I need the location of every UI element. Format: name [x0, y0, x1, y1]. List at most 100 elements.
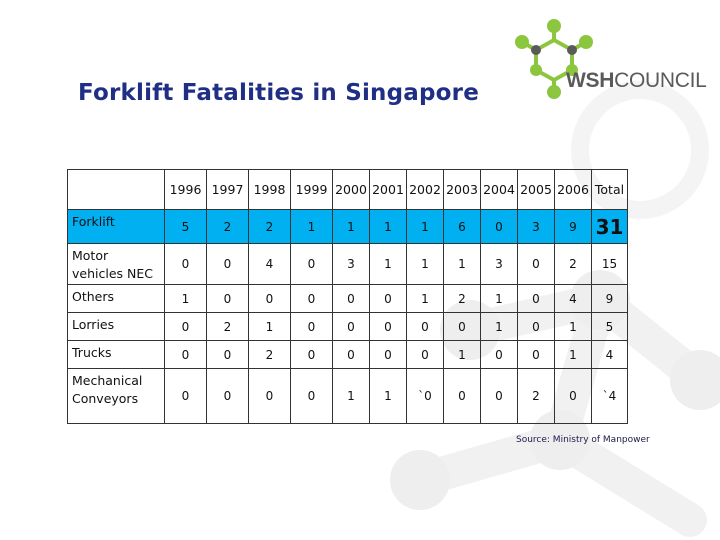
table-cell: 0	[406, 312, 444, 341]
table-cell: 0	[554, 368, 592, 424]
header-cell: 2002	[406, 169, 444, 210]
header-cell: 1998	[248, 169, 291, 210]
source-note: Source: Ministry of Manpower	[516, 435, 650, 445]
header-cell: 2006	[554, 169, 592, 210]
table-cell: 0	[206, 368, 249, 424]
table-cell: 0	[369, 284, 407, 313]
table-cell: 1	[443, 340, 481, 369]
table-cell: 4	[554, 284, 592, 313]
table-cell: 0	[480, 368, 518, 424]
total-cell: 5	[591, 312, 628, 341]
table-cell: `0	[406, 368, 444, 424]
table-cell: 0	[290, 284, 333, 313]
table-cell: 3	[332, 243, 370, 285]
table-cell: 1	[332, 209, 370, 244]
table-cell: 0	[517, 312, 555, 341]
table-cell: 0	[332, 284, 370, 313]
table-cell: 2	[206, 209, 249, 244]
molecule-icon	[515, 19, 593, 99]
table-cell: 0	[206, 243, 249, 285]
table-cell: 0	[332, 312, 370, 341]
table-cell: 0	[517, 340, 555, 369]
table-cell: 1	[332, 368, 370, 424]
header-cell: 2004	[480, 169, 518, 210]
table-cell: 0	[248, 368, 291, 424]
table-cell: 0	[406, 340, 444, 369]
header-cell: 2003	[443, 169, 481, 210]
table-cell: 6	[443, 209, 481, 244]
table-cell: 0	[517, 284, 555, 313]
total-cell: 15	[591, 243, 628, 285]
header-cell: 2005	[517, 169, 555, 210]
table-cell: 0	[480, 340, 518, 369]
table-cell: 1	[290, 209, 333, 244]
table-cell: 0	[206, 340, 249, 369]
table-cell: 2	[248, 340, 291, 369]
table-cell: 1	[406, 243, 444, 285]
header-cell-total: Total	[591, 169, 628, 210]
logo-wordmark: WSHCOUNCIL	[566, 69, 707, 92]
table-cell: 1	[406, 209, 444, 244]
table-cell: 0	[369, 340, 407, 369]
table-cell: 0	[443, 368, 481, 424]
table-cell: 0	[290, 368, 333, 424]
row-label: Mechanical Conveyors	[67, 368, 165, 424]
total-cell: 9	[591, 284, 628, 313]
row-label: Motor vehicles NEC	[67, 243, 165, 285]
table-cell: 1	[369, 209, 407, 244]
table-cell: 1	[480, 312, 518, 341]
table-cell: 0	[290, 243, 333, 285]
header-cell: 2001	[369, 169, 407, 210]
table-cell: 0	[164, 340, 207, 369]
table-cell: 0	[164, 312, 207, 341]
table-cell: 3	[480, 243, 518, 285]
table-cell: 9	[554, 209, 592, 244]
header-cell: 1996	[164, 169, 207, 210]
table-cell: 0	[164, 368, 207, 424]
table-cell: 0	[443, 312, 481, 341]
table-cell: 0	[164, 243, 207, 285]
wsh-council-logo	[515, 19, 593, 99]
table-cell: 2	[206, 312, 249, 341]
header-cell: 1999	[290, 169, 333, 210]
header-cell: 1997	[206, 169, 249, 210]
table-cell: 1	[369, 368, 407, 424]
table-row: Motor vehicles NEC 0 0 4 0 3 1 1 1 3 0 2…	[67, 243, 628, 285]
total-cell: `4	[591, 368, 628, 424]
row-label: Lorries	[67, 312, 165, 341]
row-label: Others	[67, 284, 165, 313]
table-cell: 4	[248, 243, 291, 285]
row-label: Forklift	[67, 209, 165, 244]
table-cell: 0	[290, 312, 333, 341]
table-cell: 2	[517, 368, 555, 424]
table-cell: 3	[517, 209, 555, 244]
row-label: Trucks	[67, 340, 165, 369]
table-row: Mechanical Conveyors 0 0 0 0 1 1 `0 0 0 …	[67, 368, 628, 424]
table-cell: 0	[480, 209, 518, 244]
slide-title: Forklift Fatalities in Singapore	[78, 80, 480, 106]
table-cell: 1	[443, 243, 481, 285]
table-cell: 2	[554, 243, 592, 285]
table-row: Others 1 0 0 0 0 0 1 2 1 0 4 9	[67, 284, 628, 313]
total-cell: 4	[591, 340, 628, 369]
table-cell: 1	[554, 312, 592, 341]
table-cell: 0	[517, 243, 555, 285]
table-cell: 1	[164, 284, 207, 313]
table-cell: 2	[443, 284, 481, 313]
table-row: Forklift 5 2 2 1 1 1 1 6 0 3 9 31	[67, 209, 628, 244]
header-row: 1996 1997 1998 1999 2000 2001 2002 2003 …	[67, 169, 628, 210]
table-cell: 0	[369, 312, 407, 341]
total-cell: 31	[591, 209, 628, 244]
fatalities-table: 1996 1997 1998 1999 2000 2001 2002 2003 …	[67, 169, 628, 424]
table-cell: 0	[290, 340, 333, 369]
table-cell: 0	[332, 340, 370, 369]
table-cell: 0	[206, 284, 249, 313]
table-cell: 1	[248, 312, 291, 341]
table-cell: 2	[248, 209, 291, 244]
table-cell: 1	[554, 340, 592, 369]
header-cell: 2000	[332, 169, 370, 210]
table-cell: 1	[369, 243, 407, 285]
header-cell	[67, 169, 165, 210]
table-cell: 0	[248, 284, 291, 313]
table-row: Trucks 0 0 2 0 0 0 0 1 0 0 1 4	[67, 340, 628, 369]
